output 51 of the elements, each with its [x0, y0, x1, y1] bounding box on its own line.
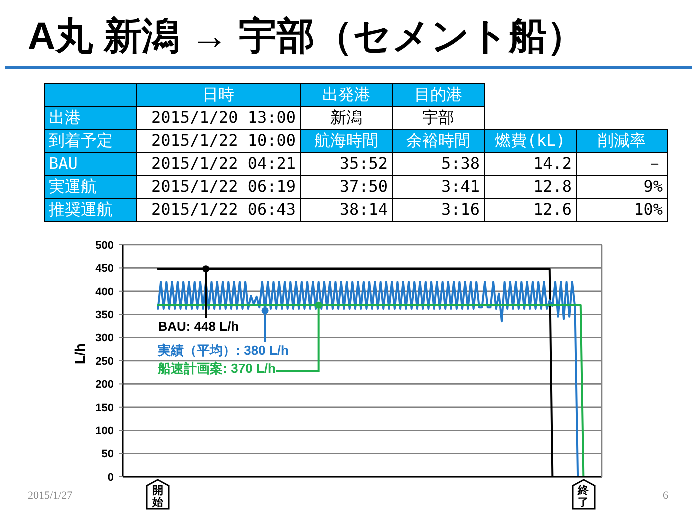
- y-tick-label: 150: [96, 402, 114, 414]
- text: 35:52: [340, 154, 388, 173]
- text: 10%: [634, 200, 663, 219]
- y-tick-label: 200: [96, 379, 114, 392]
- text: 余裕時間: [406, 131, 470, 150]
- text: 2015/1/20 13:00: [152, 108, 296, 127]
- text: －: [647, 154, 663, 173]
- text: 日時: [202, 85, 234, 104]
- y-axis-title: L/h: [72, 344, 88, 365]
- annotation: BAU: 448 L/h: [158, 318, 240, 334]
- text: 14.2: [533, 154, 572, 173]
- text: 開始: [152, 485, 164, 509]
- text: 出発港: [322, 85, 370, 104]
- text: 2015/1/22 04:21: [152, 154, 296, 173]
- text: 宇部: [422, 108, 454, 127]
- text: 12.8: [533, 177, 572, 196]
- text: 6: [663, 490, 668, 502]
- text: 燃費(kL): [495, 131, 566, 150]
- y-tick-label: 100: [96, 426, 114, 438]
- y-tick-label: 500: [96, 240, 114, 252]
- text: 削減率: [598, 131, 646, 150]
- text: 到着予定: [49, 131, 113, 150]
- y-tick-label: 300: [96, 332, 114, 345]
- text: 2015/1/22 06:19: [152, 177, 296, 196]
- text: 3:16: [441, 200, 480, 219]
- text: 2015/1/22 10:00: [152, 131, 296, 150]
- text: 新潟: [330, 108, 362, 127]
- y-tick-label: 350: [96, 310, 114, 322]
- annotation: 実績（平均）: 380 L/h: [157, 342, 290, 358]
- text: 推奨運航: [49, 200, 113, 219]
- text: 2015/1/22 06:43: [152, 200, 296, 219]
- text: BAU: [49, 154, 78, 173]
- text: 12.6: [533, 200, 572, 219]
- text: 終了: [578, 485, 590, 509]
- text: 37:50: [340, 177, 388, 196]
- text: 実運航: [49, 177, 97, 196]
- text: 目的港: [414, 85, 462, 104]
- text: 出港: [49, 108, 81, 127]
- annotation: 船速計画案: 370 L/h: [157, 360, 276, 376]
- y-tick-label: 250: [96, 356, 114, 368]
- y-tick-label: 0: [108, 472, 114, 484]
- y-tick-label: 400: [96, 286, 114, 298]
- text: 9%: [644, 177, 663, 196]
- y-tick-label: 50: [102, 448, 114, 461]
- text: 5:38: [441, 154, 480, 173]
- text: 2015/1/27: [28, 490, 73, 502]
- y-tick-label: 450: [96, 263, 114, 276]
- text: 3:41: [441, 177, 480, 196]
- text: A丸 新潟 → 宇部（セメント船）: [28, 16, 586, 58]
- text: 航海時間: [314, 131, 378, 150]
- text: 38:14: [340, 200, 388, 219]
